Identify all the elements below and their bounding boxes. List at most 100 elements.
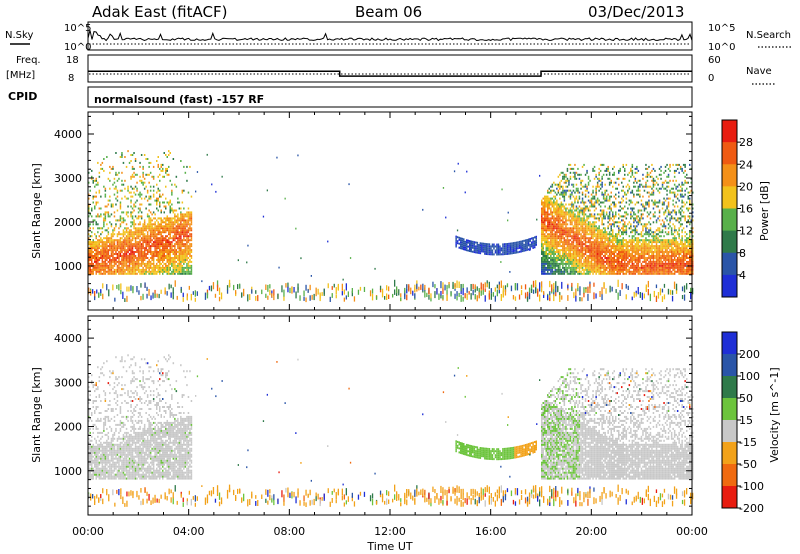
- power-cell: [172, 229, 175, 232]
- power-cell: [119, 245, 122, 248]
- power-cell: [187, 268, 190, 271]
- power-cell: [160, 227, 162, 230]
- power-cell: [187, 213, 190, 216]
- power-cell: [189, 239, 191, 242]
- power-cell: [172, 272, 175, 275]
- power-cell: [97, 249, 99, 252]
- power-cell: [660, 231, 662, 234]
- power-cell: [136, 262, 138, 265]
- power-cell: [128, 243, 131, 246]
- power-cell: [560, 171, 563, 174]
- power-cell: [113, 270, 116, 273]
- power-cell: [624, 251, 626, 253]
- power-cell: [497, 247, 500, 250]
- power-cell: [652, 253, 655, 255]
- power-cell: [535, 237, 537, 240]
- power-cell: [554, 239, 557, 242]
- power-cell: [562, 253, 564, 255]
- power-cell: [145, 195, 147, 198]
- power-cell: [473, 249, 476, 252]
- power-cell: [615, 264, 617, 267]
- power-cell: [608, 239, 611, 242]
- power-cell: [118, 262, 120, 265]
- power-cell: [592, 205, 594, 208]
- power-cell: [655, 262, 658, 265]
- power-cell: [157, 257, 159, 259]
- power-cell: [610, 191, 612, 194]
- power-cell: [137, 253, 140, 255]
- power-cell: [636, 201, 638, 204]
- power-cell: [159, 251, 161, 253]
- power-cell: [162, 235, 164, 238]
- power-cell: [581, 229, 584, 232]
- power-cell: [613, 165, 615, 168]
- power-cell: [526, 248, 528, 251]
- power-cell: [565, 225, 567, 228]
- power-cell: [97, 239, 99, 242]
- power-cell: [128, 241, 131, 244]
- power-cell: [174, 227, 176, 230]
- power-cell: [639, 255, 641, 257]
- power-cell: [505, 247, 507, 250]
- power-cell: [595, 227, 597, 230]
- power-cell: [473, 245, 476, 248]
- power-cell: [88, 237, 90, 240]
- power-cell: [634, 179, 637, 182]
- power-cell: [640, 215, 643, 218]
- power-cell: [145, 235, 147, 238]
- power-cell: [91, 272, 93, 275]
- power-cell: [580, 225, 582, 228]
- power-cell: [154, 266, 156, 269]
- power-cell: [494, 249, 497, 252]
- power-cell: [587, 272, 590, 275]
- power-cell: [181, 201, 184, 204]
- power-cell: [601, 201, 603, 204]
- power-cell: [514, 243, 516, 246]
- power-cell: [628, 179, 631, 182]
- power-cell: [166, 169, 168, 172]
- power-cell: [637, 185, 640, 188]
- power-cell: [550, 207, 552, 210]
- power-cell: [586, 262, 588, 265]
- power-cell: [133, 235, 135, 238]
- power-cell: [95, 221, 97, 224]
- power-cell: [556, 262, 558, 265]
- power-cell: [177, 233, 179, 236]
- power-cell: [175, 268, 178, 271]
- power-cell: [660, 259, 662, 261]
- power-cell: [562, 191, 564, 194]
- power-cell: [159, 262, 161, 265]
- power-cell: [657, 217, 659, 220]
- power-cell: [133, 175, 135, 178]
- power-cell: [562, 229, 564, 232]
- power-cell: [142, 183, 144, 186]
- power-cell: [502, 245, 504, 248]
- power-cell: [636, 270, 638, 273]
- power-cell: [595, 268, 597, 271]
- power-cell: [178, 239, 181, 242]
- power-cell: [575, 237, 578, 240]
- power-cell: [140, 211, 143, 214]
- power-cell: [481, 246, 483, 249]
- power-cell: [139, 235, 141, 238]
- power-cell: [142, 223, 144, 226]
- power-cell: [664, 165, 667, 168]
- power-cell: [149, 249, 152, 252]
- power-cell: [581, 247, 584, 250]
- power-cell: [530, 241, 533, 244]
- power-cell: [560, 205, 563, 208]
- power-cell: [104, 262, 107, 265]
- power-cell: [180, 245, 182, 248]
- power-cell: [115, 247, 117, 250]
- power-cell: [574, 266, 576, 269]
- power-cell: [658, 231, 661, 234]
- power-cell: [107, 272, 110, 275]
- power-cell: [159, 229, 161, 232]
- power-cell: [98, 264, 101, 267]
- power-cell: [169, 247, 171, 250]
- power-cell: [628, 262, 631, 265]
- power-cell: [648, 221, 650, 224]
- power-cell: [160, 257, 162, 259]
- power-cell: [148, 225, 150, 228]
- power-cell: [574, 163, 576, 166]
